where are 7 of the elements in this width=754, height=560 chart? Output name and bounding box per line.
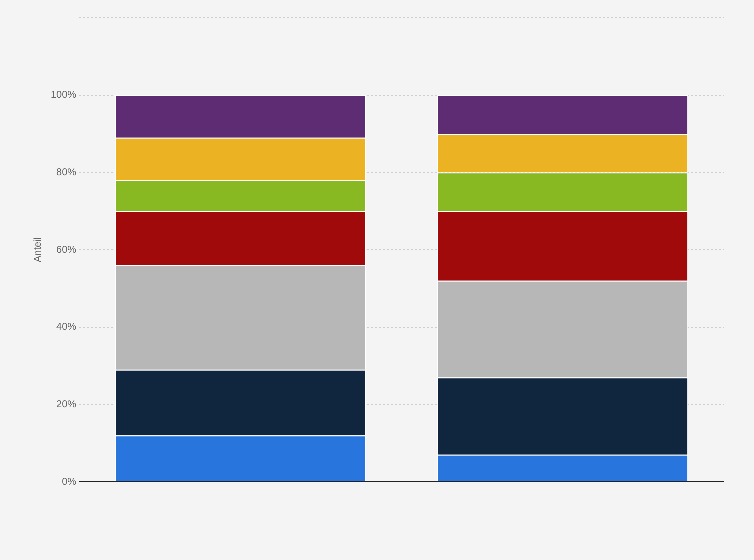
y-axis-title: Anteil: [32, 237, 44, 263]
y-tick-label: 20%: [56, 399, 77, 410]
y-tick-label: 80%: [56, 167, 77, 178]
y-tick-label: 40%: [56, 322, 77, 334]
y-tick-label: 60%: [56, 244, 77, 256]
y-tick-label: 100%: [51, 90, 77, 102]
y-tick-label: 0%: [62, 476, 77, 488]
